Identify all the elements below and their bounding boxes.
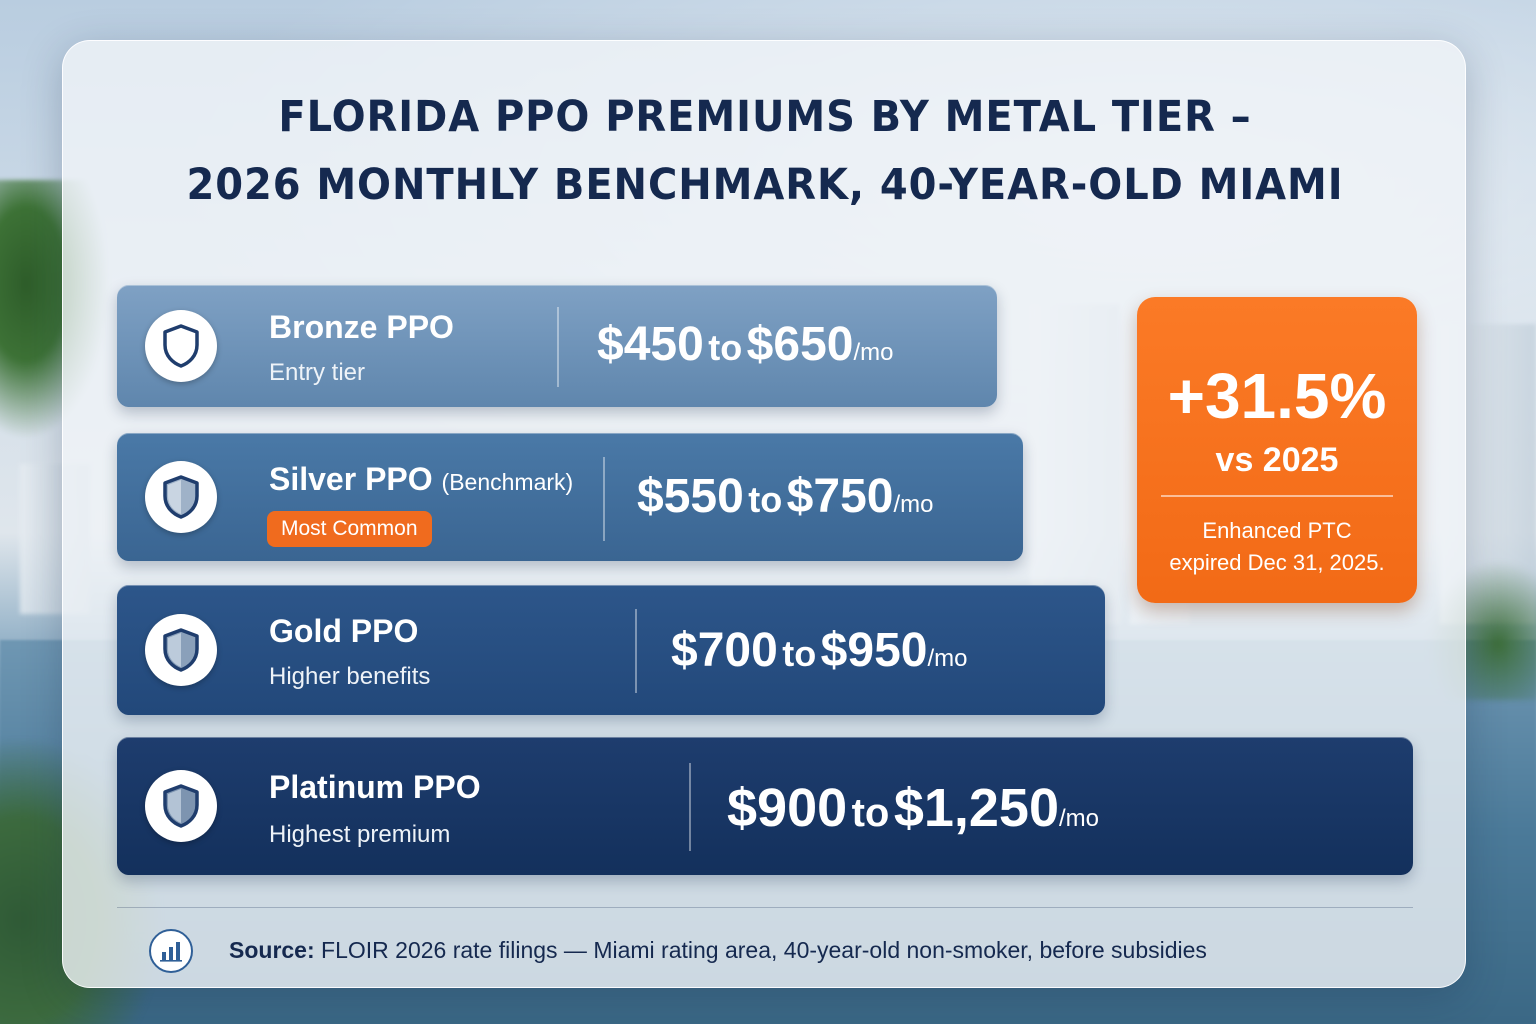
source-text: FLOIR 2026 rate filings — Miami rating a… (321, 937, 1207, 963)
price-unit: /mo (893, 491, 934, 518)
price-low: $700 (671, 624, 778, 677)
shield-icon (145, 310, 217, 382)
row-divider (557, 307, 559, 387)
callout-note-line-1: Enhanced PTC (1202, 518, 1352, 543)
tier-row-platinum: Platinum PPO Highest premium $900 to $1,… (117, 737, 1413, 875)
source-note: Source: FLOIR 2026 rate filings — Miami … (229, 937, 1207, 964)
tier-name-paren: (Benchmark) (441, 469, 574, 495)
title-line-2: 2026 MONTHLY BENCHMARK, 40-YEAR-OLD MIAM… (186, 160, 1344, 210)
increase-value: +31.5% (1167, 360, 1387, 432)
tier-subtitle: Entry tier (269, 359, 366, 386)
price-high: $750 (786, 470, 894, 523)
footer-divider (117, 907, 1413, 908)
price-to: to (708, 327, 743, 368)
shield-icon (145, 770, 217, 842)
row-divider (689, 763, 691, 851)
price-high: $950 (820, 624, 928, 677)
tier-name: Gold PPO (269, 613, 419, 649)
tier-price-range: $900 to $1,250/mo (727, 777, 1099, 839)
page-title: FLORIDA PPO PREMIUMS BY METAL TIER – 202… (112, 83, 1418, 219)
price-high: $650 (746, 318, 854, 371)
shield-icon (145, 461, 217, 533)
price-low: $550 (637, 470, 744, 523)
title-line-1: FLORIDA PPO PREMIUMS BY METAL TIER – (278, 92, 1252, 142)
bar-chart-icon (149, 929, 193, 973)
most-common-badge: Most Common (267, 511, 432, 547)
tier-subtitle: Highest premium (269, 821, 451, 848)
tier-row-bronze: Bronze PPO Entry tier $450 to $650/mo (117, 285, 997, 407)
infographic-panel: FLORIDA PPO PREMIUMS BY METAL TIER – 202… (62, 40, 1466, 988)
tier-name: Platinum PPO (269, 769, 481, 805)
increase-comparison: vs 2025 (1215, 441, 1339, 479)
callout-divider (1161, 495, 1393, 497)
tier-name: Silver PPO (Benchmark) (269, 461, 573, 498)
row-divider (635, 609, 637, 693)
source-label: Source: (229, 937, 315, 963)
price-to: to (748, 479, 783, 520)
price-low: $450 (597, 318, 704, 371)
row-divider (603, 457, 605, 541)
price-unit: /mo (927, 645, 968, 672)
tier-subtitle: Higher benefits (269, 663, 431, 690)
tier-price-range: $450 to $650/mo (597, 317, 893, 372)
tier-name: Bronze PPO (269, 309, 454, 345)
price-high: $1,250 (893, 778, 1059, 838)
tier-name-main: Silver PPO (269, 461, 433, 497)
tier-row-gold: Gold PPO Higher benefits $700 to $950/mo (117, 585, 1105, 715)
price-to: to (782, 633, 817, 674)
callout-note: Enhanced PTC expired Dec 31, 2025. (1137, 515, 1417, 579)
callout-note-line-2: expired Dec 31, 2025. (1169, 550, 1385, 575)
price-unit: /mo (1058, 805, 1099, 832)
price-low: $900 (727, 778, 848, 838)
price-to: to (851, 791, 890, 835)
increase-callout: +31.5% vs 2025 Enhanced PTC expired Dec … (1137, 297, 1417, 603)
tier-price-range: $700 to $950/mo (671, 623, 967, 678)
shield-icon (145, 614, 217, 686)
tier-row-silver: Silver PPO (Benchmark) Most Common $550 … (117, 433, 1023, 561)
price-unit: /mo (853, 339, 894, 366)
tier-price-range: $550 to $750/mo (637, 469, 933, 524)
